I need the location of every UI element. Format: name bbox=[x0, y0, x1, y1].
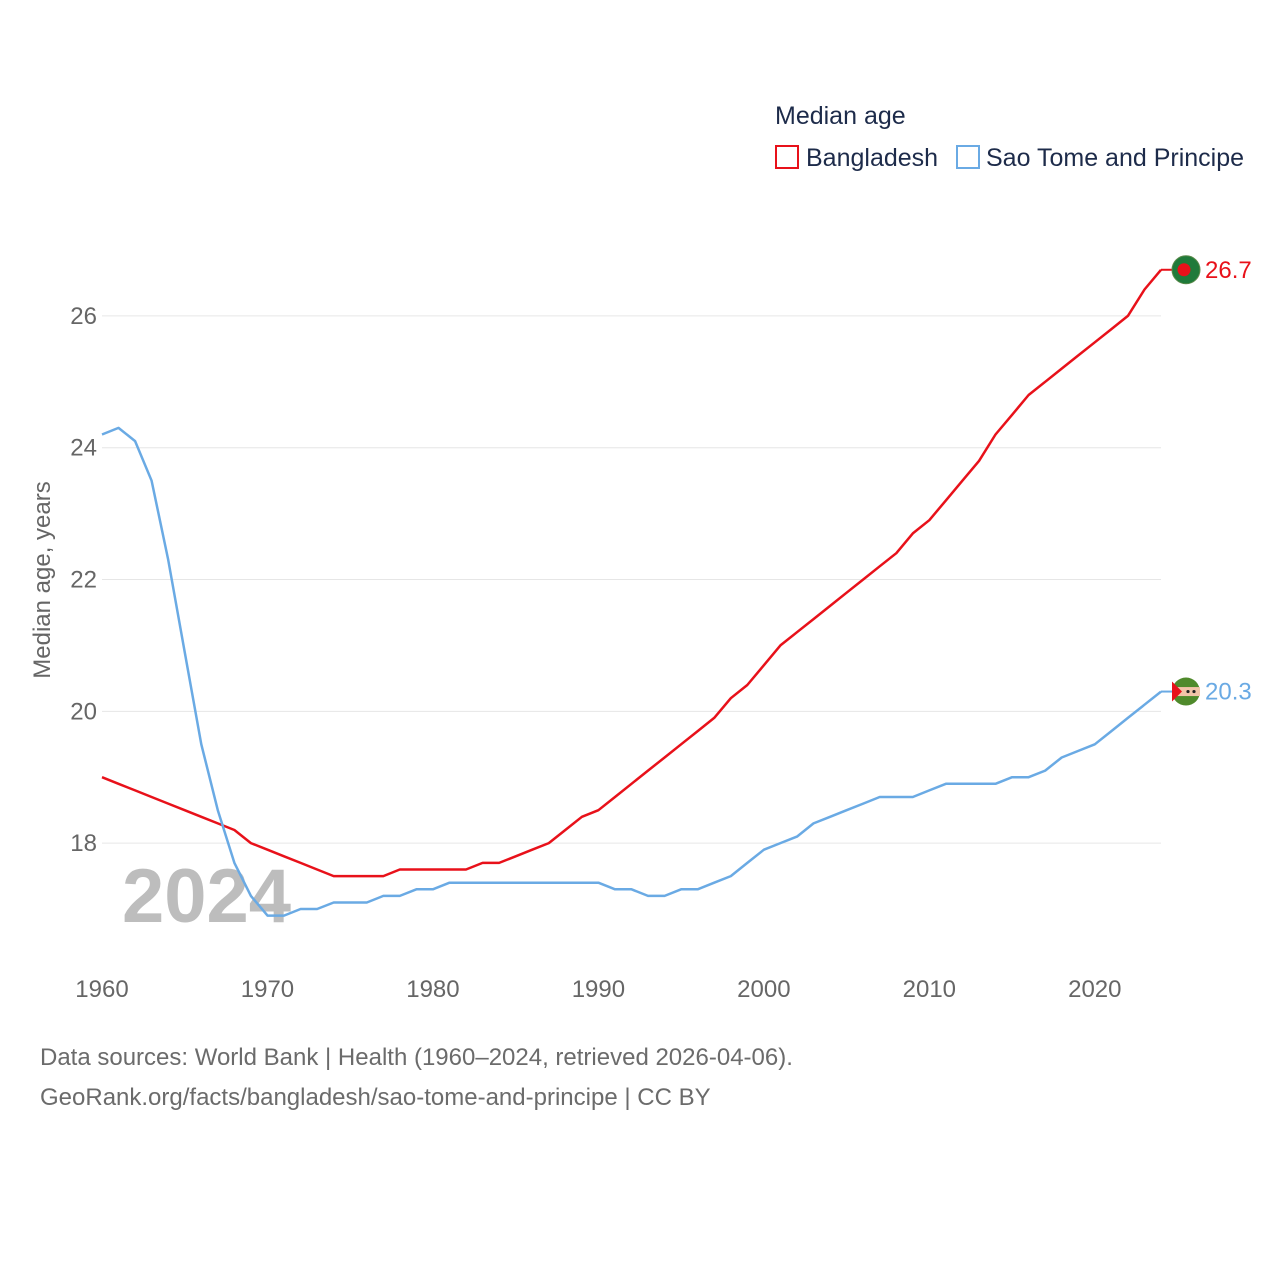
source-line-1: Data sources: World Bank | Health (1960–… bbox=[40, 1044, 793, 1071]
legend-label-sao-tome: Sao Tome and Principe bbox=[986, 144, 1244, 172]
legend-swatch-bangladesh bbox=[775, 145, 799, 169]
legend-title: Median age bbox=[775, 102, 906, 130]
legend-item-bangladesh[interactable]: Bangladesh bbox=[775, 144, 938, 172]
legend-label-bangladesh: Bangladesh bbox=[806, 144, 938, 172]
x-tick-label: 1970 bbox=[241, 976, 294, 1003]
flag-icon-bangladesh bbox=[1171, 255, 1201, 285]
series-line-bangladesh bbox=[101, 268, 1162, 878]
line-chart: 2024 18 20 22 24 26 1960 1970 1980 1990 2000 2010… bbox=[29, 102, 1252, 1003]
year-watermark: 2024 bbox=[122, 854, 291, 939]
flag-icon-sao-tome bbox=[1172, 677, 1200, 706]
x-tick-label: 2020 bbox=[1068, 976, 1121, 1003]
legend: Median age Bangladesh Sao Tome and Princ… bbox=[775, 102, 1244, 172]
series-lines bbox=[101, 268, 1162, 917]
end-value-label-sao-tome: 20.3 bbox=[1205, 679, 1252, 706]
y-axis-label: Median age, years bbox=[29, 481, 56, 678]
x-tick-label: 1960 bbox=[75, 976, 128, 1003]
x-tick-label: 1990 bbox=[572, 976, 625, 1003]
gridlines bbox=[102, 315, 1161, 844]
legend-swatch-sao-tome bbox=[956, 145, 980, 169]
x-axis-ticks: 1960 1970 1980 1990 2000 2010 2020 bbox=[75, 976, 1121, 1003]
y-axis-ticks: 18 20 22 24 26 bbox=[70, 303, 97, 857]
y-tick-label: 26 bbox=[70, 303, 97, 330]
x-tick-label: 2000 bbox=[737, 976, 790, 1003]
end-markers: 26.7 20.3 bbox=[1161, 255, 1252, 706]
x-tick-label: 1980 bbox=[406, 976, 459, 1003]
series-line-sao-tome bbox=[101, 426, 1162, 917]
y-tick-label: 18 bbox=[70, 830, 97, 857]
end-value-label-bangladesh: 26.7 bbox=[1205, 257, 1252, 284]
y-tick-label: 22 bbox=[70, 567, 97, 594]
y-tick-label: 20 bbox=[70, 698, 97, 725]
legend-item-sao-tome[interactable]: Sao Tome and Principe bbox=[956, 144, 1244, 172]
source-line-2[interactable]: GeoRank.org/facts/bangladesh/sao-tome-an… bbox=[40, 1084, 711, 1111]
y-tick-label: 24 bbox=[70, 435, 97, 462]
x-tick-label: 2010 bbox=[903, 976, 956, 1003]
